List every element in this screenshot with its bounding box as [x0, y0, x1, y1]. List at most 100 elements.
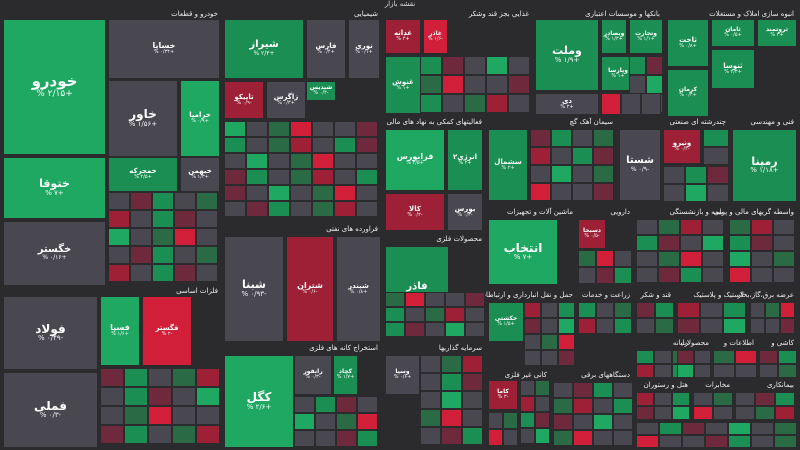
stock-tile-small[interactable] — [152, 228, 174, 246]
stock-tile-small[interactable] — [462, 409, 483, 427]
stock-tile[interactable]: کرمان% ۰/۴+ — [667, 69, 709, 117]
stock-tile-small[interactable] — [593, 165, 614, 183]
sector-industrial[interactable]: چندرشته ای صنعتی — [619, 117, 729, 204]
stock-tile-small[interactable] — [224, 121, 246, 137]
stock-tile-small[interactable] — [462, 391, 483, 409]
stock-tile-small[interactable] — [751, 251, 773, 267]
stock-tile-small[interactable] — [196, 246, 218, 264]
sector-monetary-intermediation[interactable]: واسطه گریهای مالی و پولی — [714, 207, 797, 287]
stock-tile-small[interactable] — [723, 318, 746, 334]
stock-tile-small[interactable] — [780, 302, 795, 318]
stock-tile-small[interactable] — [541, 302, 558, 318]
stock-tile-small[interactable] — [124, 425, 148, 444]
stock-tile-small[interactable] — [663, 184, 685, 202]
stock-tile-small[interactable] — [778, 364, 797, 378]
stock-tile-small[interactable] — [441, 391, 462, 409]
sector-chemical[interactable]: شیمیایی — [224, 9, 381, 231]
stock-tile[interactable]: کگل% ۲/۶+ — [224, 355, 294, 448]
stock-tile-small[interactable] — [751, 219, 773, 235]
stock-tile-small[interactable] — [464, 94, 486, 113]
stock-tile-small[interactable] — [356, 185, 378, 201]
stock-tile-small[interactable] — [100, 425, 124, 444]
stock-tile-small[interactable] — [750, 302, 765, 318]
stock-tile-small[interactable] — [445, 307, 465, 322]
stock-tile-small[interactable] — [464, 75, 486, 94]
stock-tile-small[interactable] — [685, 184, 707, 202]
stock-tile-small[interactable] — [663, 166, 685, 184]
stock-tile-small[interactable] — [172, 425, 196, 444]
stock-tile-small[interactable] — [535, 428, 550, 444]
stock-tile-small[interactable] — [290, 121, 312, 137]
stock-tile-small[interactable] — [356, 121, 378, 137]
stock-tile-small[interactable] — [152, 264, 174, 282]
stock-tile-small[interactable] — [294, 413, 315, 430]
stock-tile-small[interactable] — [658, 235, 680, 251]
stock-tile-small[interactable] — [553, 382, 573, 398]
stock-tile[interactable]: فملی% ۰/۳- — [3, 372, 98, 448]
stock-tile-small[interactable] — [641, 93, 661, 115]
stock-tile-small[interactable] — [636, 302, 655, 318]
stock-tile-small[interactable] — [713, 392, 733, 406]
stock-tile-small[interactable] — [441, 373, 462, 391]
stock-tile-small[interactable] — [636, 422, 659, 435]
sector-rubber-plastic[interactable]: لاستیک و پلاستیک — [677, 290, 747, 335]
stock-tile-small[interactable] — [654, 392, 672, 406]
stock-tile-small[interactable] — [462, 427, 483, 445]
stock-tile-small[interactable] — [593, 129, 614, 147]
stock-tile[interactable]: دی% ۲+ — [535, 93, 599, 115]
stock-tile-small[interactable] — [729, 235, 751, 251]
stock-tile[interactable]: کچاد% ۱/۷+ — [333, 355, 358, 395]
stock-tile-small[interactable] — [224, 153, 246, 169]
stock-tile[interactable]: ونیرو% ۰/۲- — [663, 129, 701, 164]
stock-tile-small[interactable] — [729, 251, 751, 267]
sector-metal-mining[interactable]: استخراج کانه های فلزی — [224, 343, 381, 448]
stock-tile-small[interactable] — [751, 422, 774, 435]
stock-tile-small[interactable] — [196, 425, 220, 444]
stock-tile-small[interactable] — [152, 192, 174, 210]
stock-tile-small[interactable] — [172, 387, 196, 406]
stock-tile-small[interactable] — [196, 192, 218, 210]
stock-tile-small[interactable] — [174, 228, 196, 246]
stock-tile-small[interactable] — [774, 422, 797, 435]
stock-tile-small[interactable] — [558, 350, 575, 366]
stock-tile-small[interactable] — [420, 409, 441, 427]
stock-tile-small[interactable] — [174, 246, 196, 264]
stock-tile[interactable]: ختوقا% ۷+ — [3, 157, 106, 219]
stock-tile-small[interactable] — [707, 166, 729, 184]
stock-tile-small[interactable] — [465, 322, 485, 337]
sector-food[interactable]: غذایی بجز قند وشکر — [385, 9, 532, 117]
stock-tile-small[interactable] — [336, 396, 357, 413]
stock-tile-small[interactable] — [601, 93, 621, 115]
stock-tile-small[interactable] — [636, 350, 654, 364]
stock-tile-small[interactable] — [573, 382, 593, 398]
stock-tile-small[interactable] — [442, 94, 464, 113]
stock-tile-small[interactable] — [334, 121, 356, 137]
stock-tile-small[interactable] — [636, 235, 658, 251]
stock-tile[interactable]: کالا% ۰/۲- — [385, 193, 445, 231]
stock-tile[interactable]: کاما% ۳- — [488, 380, 518, 410]
stock-tile[interactable]: شبنا% ۰/۹۳- — [224, 236, 284, 342]
stock-tile-small[interactable] — [535, 412, 550, 428]
sector-financial-services[interactable]: فعالیتهای کمکی به نهاد های مالی — [385, 117, 485, 232]
stock-tile-small[interactable] — [520, 396, 535, 412]
stock-tile-small[interactable] — [524, 318, 541, 334]
stock-tile-small[interactable] — [246, 153, 268, 169]
stock-tile-small[interactable] — [441, 427, 462, 445]
stock-tile-small[interactable] — [420, 355, 441, 373]
stock-tile[interactable]: وسپا% ۰/۶+ — [385, 355, 420, 395]
sector-pharma[interactable]: دارویی — [578, 207, 633, 287]
stock-tile-small[interactable] — [148, 387, 172, 406]
sector-basic-metals[interactable]: فلزات اساسی — [3, 286, 221, 448]
stock-tile[interactable]: فرابورس% ۲/۵+ — [385, 129, 445, 191]
stock-tile[interactable]: رانفور% ۰/۳- — [294, 355, 332, 395]
stock-tile-small[interactable] — [334, 169, 356, 185]
stock-tile-small[interactable] — [773, 251, 795, 267]
stock-tile-small[interactable] — [759, 364, 778, 378]
stock-tile-small[interactable] — [702, 251, 724, 267]
stock-tile[interactable]: تاپیکو% ۰/۹- — [224, 81, 264, 119]
stock-tile-small[interactable] — [520, 412, 535, 428]
sector-agriculture[interactable]: زراعت و خدمات — [578, 290, 633, 335]
stock-tile-small[interactable] — [702, 267, 724, 283]
stock-tile-small[interactable] — [334, 185, 356, 201]
stock-tile-small[interactable] — [196, 210, 218, 228]
